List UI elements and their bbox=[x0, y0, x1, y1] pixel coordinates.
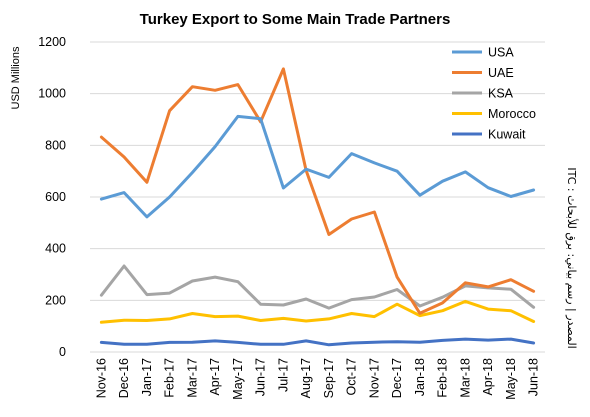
series-line-uae bbox=[99, 67, 536, 315]
x-tick-label: Mar-18 bbox=[458, 358, 472, 398]
legend-label: KSA bbox=[488, 87, 514, 101]
x-tick-label: Mar-17 bbox=[185, 358, 199, 398]
y-tick-label: 0 bbox=[59, 345, 66, 359]
chart-title: Turkey Export to Some Main Trade Partner… bbox=[140, 11, 451, 28]
x-tick-label: Jun-17 bbox=[254, 358, 268, 396]
x-tick-label: Sep-17 bbox=[322, 358, 336, 398]
legend-item-morocco: Morocco bbox=[452, 107, 536, 121]
y-tick-label: 400 bbox=[45, 242, 66, 256]
x-tick-label: Aug-17 bbox=[299, 358, 313, 398]
legend-item-kuwait: Kuwait bbox=[452, 128, 526, 142]
y-tick-label: 1200 bbox=[38, 35, 66, 49]
x-tick-label: Jan-18 bbox=[413, 358, 427, 396]
x-tick-label: Dec-17 bbox=[390, 358, 404, 398]
series-lines bbox=[99, 67, 536, 347]
x-tick-label: May-18 bbox=[504, 358, 518, 400]
x-tick-label: Jan-17 bbox=[140, 358, 154, 396]
grid bbox=[90, 41, 545, 353]
legend-item-uae: UAE bbox=[452, 66, 514, 80]
legend-label: USA bbox=[488, 46, 514, 60]
x-tick-label: Feb-17 bbox=[163, 358, 177, 398]
x-tick-label: May-17 bbox=[231, 358, 245, 400]
y-axis-label: USD Millions bbox=[10, 46, 22, 109]
legend-label: Kuwait bbox=[488, 128, 526, 142]
x-tick-label: Jul-17 bbox=[276, 358, 290, 392]
x-tick-label: Oct-17 bbox=[345, 358, 359, 396]
y-tick-label: 600 bbox=[45, 190, 66, 204]
y-tick-label: 200 bbox=[45, 293, 66, 307]
series-line-usa bbox=[99, 114, 536, 219]
series-line-morocco bbox=[99, 299, 536, 324]
x-tick-label: Jun-18 bbox=[527, 358, 541, 396]
legend-label: UAE bbox=[488, 66, 514, 80]
x-tick-label: Nov-17 bbox=[367, 358, 381, 398]
x-tick-label: Nov-16 bbox=[94, 358, 108, 398]
legend-item-ksa: KSA bbox=[452, 87, 514, 101]
x-tick-label: Feb-18 bbox=[436, 358, 450, 398]
y-tick-label: 800 bbox=[45, 138, 66, 152]
x-axis-ticks: Nov-16 Dec-16 Jan-17 Feb-17 Mar-17 Apr-17 May-… bbox=[94, 358, 540, 400]
x-tick-label: Apr-17 bbox=[208, 358, 222, 396]
x-tick-label: Apr-18 bbox=[481, 358, 495, 396]
source-note: ITC : المصدر | رسم بياني: برق للأبحاث bbox=[565, 167, 579, 348]
series-line-kuwait bbox=[99, 337, 536, 347]
legend-item-usa: USA bbox=[452, 46, 514, 60]
legend: USA UAE KSA Morocco Kuwait bbox=[452, 46, 536, 142]
y-tick-label: 1000 bbox=[38, 87, 66, 101]
y-axis-ticks: 0 200 400 600 800 1000 1200 bbox=[38, 35, 66, 359]
x-tick-label: Dec-16 bbox=[117, 358, 131, 398]
legend-label: Morocco bbox=[488, 107, 536, 121]
